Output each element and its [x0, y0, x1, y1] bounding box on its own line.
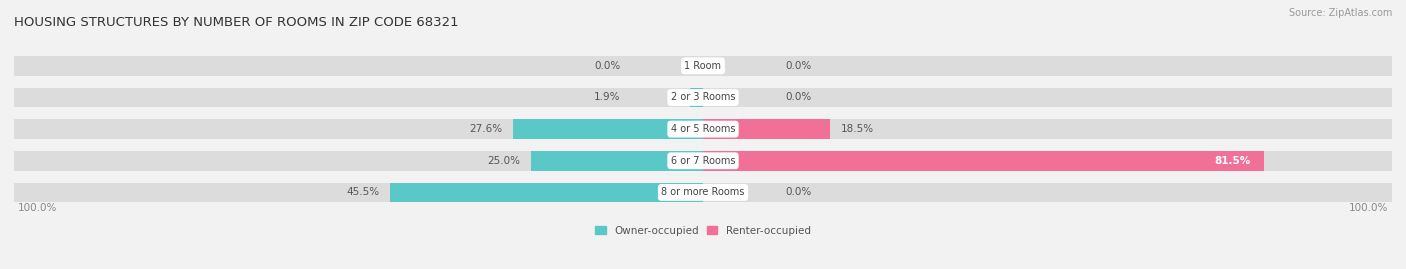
- Bar: [690, 88, 703, 107]
- Bar: [14, 88, 1392, 107]
- Bar: [513, 119, 703, 139]
- Bar: [389, 183, 703, 202]
- Bar: [14, 56, 1392, 76]
- Text: 1.9%: 1.9%: [593, 93, 620, 102]
- Text: 0.0%: 0.0%: [786, 61, 811, 71]
- Text: 18.5%: 18.5%: [841, 124, 875, 134]
- Bar: [703, 119, 831, 139]
- Text: 6 or 7 Rooms: 6 or 7 Rooms: [671, 156, 735, 166]
- Text: Source: ZipAtlas.com: Source: ZipAtlas.com: [1288, 8, 1392, 18]
- Text: 81.5%: 81.5%: [1215, 156, 1251, 166]
- Text: 45.5%: 45.5%: [346, 187, 380, 197]
- Text: 0.0%: 0.0%: [595, 61, 620, 71]
- Text: 8 or more Rooms: 8 or more Rooms: [661, 187, 745, 197]
- Text: 1 Room: 1 Room: [685, 61, 721, 71]
- Bar: [14, 119, 1392, 139]
- Bar: [531, 151, 703, 171]
- Bar: [703, 151, 1264, 171]
- Text: 27.6%: 27.6%: [470, 124, 502, 134]
- Text: 0.0%: 0.0%: [786, 93, 811, 102]
- Text: 25.0%: 25.0%: [488, 156, 520, 166]
- Text: 0.0%: 0.0%: [786, 187, 811, 197]
- Bar: [14, 151, 1392, 171]
- Legend: Owner-occupied, Renter-occupied: Owner-occupied, Renter-occupied: [591, 222, 815, 240]
- Text: 100.0%: 100.0%: [1350, 203, 1389, 213]
- Text: 100.0%: 100.0%: [17, 203, 56, 213]
- Bar: [14, 183, 1392, 202]
- Text: 4 or 5 Rooms: 4 or 5 Rooms: [671, 124, 735, 134]
- Text: HOUSING STRUCTURES BY NUMBER OF ROOMS IN ZIP CODE 68321: HOUSING STRUCTURES BY NUMBER OF ROOMS IN…: [14, 16, 458, 29]
- Text: 2 or 3 Rooms: 2 or 3 Rooms: [671, 93, 735, 102]
